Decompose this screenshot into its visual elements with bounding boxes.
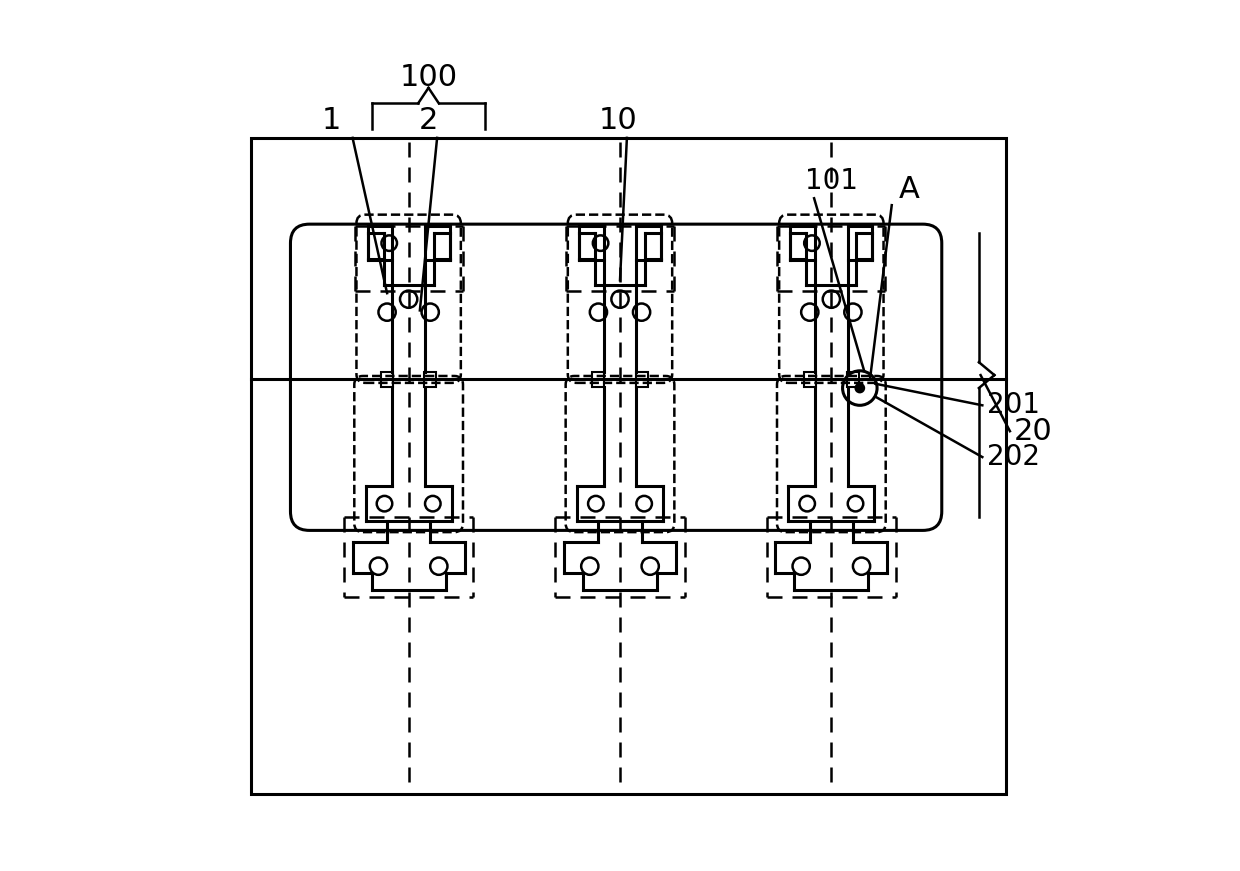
Text: 201: 201 xyxy=(987,391,1039,419)
Text: 20: 20 xyxy=(1014,416,1053,446)
Text: 2: 2 xyxy=(419,106,438,135)
Bar xyxy=(593,372,604,388)
Bar xyxy=(804,372,816,388)
Bar xyxy=(250,138,1006,793)
Text: 101: 101 xyxy=(805,167,858,195)
Text: A: A xyxy=(899,175,919,204)
Bar xyxy=(847,372,859,388)
Bar xyxy=(424,372,436,388)
Text: 1: 1 xyxy=(321,106,341,135)
Bar xyxy=(636,372,647,388)
Bar xyxy=(381,372,393,388)
Text: 10: 10 xyxy=(599,106,637,135)
Circle shape xyxy=(856,384,864,392)
Text: 100: 100 xyxy=(399,63,458,92)
Text: 202: 202 xyxy=(987,443,1039,471)
